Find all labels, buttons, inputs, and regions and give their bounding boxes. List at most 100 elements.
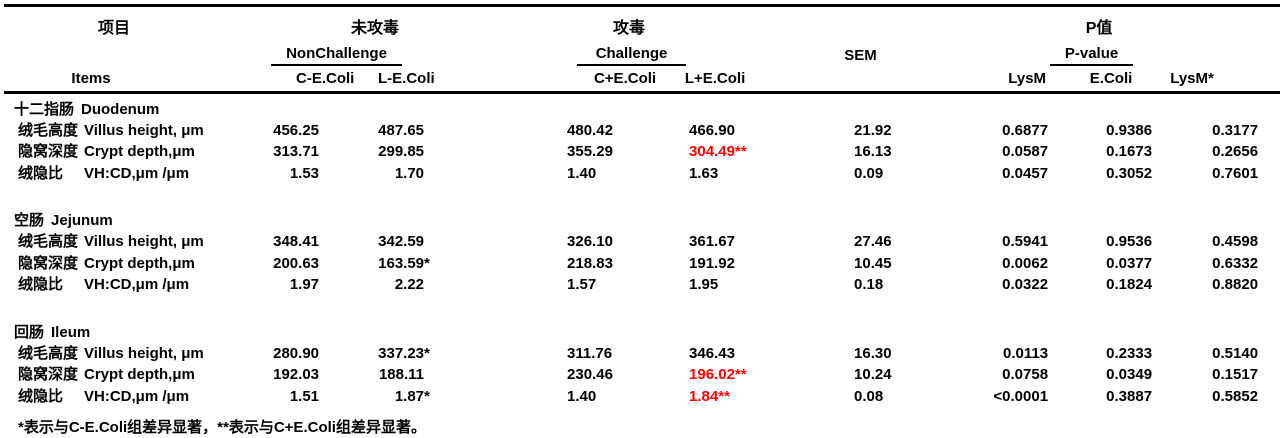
table-header: 项目 未攻毒 攻毒 P值 NonChallenge Challenge SEM … (4, 6, 1280, 93)
cell-p_lysm_interaction: 0.5140 (1212, 344, 1259, 362)
table-row: 绒毛高度 Villus height, μm 280.90 337.23* 311.76… (4, 343, 1280, 365)
cell-p_ecoli: 0.0377 (1106, 254, 1153, 272)
row-label-zh: 绒毛高度 (18, 233, 79, 250)
col-header-challenge-en: Challenge (429, 45, 774, 67)
table-row: 隐窝深度 Crypt depth,μm 192.03 188.11 230.46 196.… (4, 365, 1280, 387)
row-label-en: Villus height, μm (84, 121, 204, 139)
table-row: 绒毛高度 Villus height, μm 456.25 487.65 480.42 4… (4, 120, 1280, 142)
column-gap (429, 232, 564, 254)
cell-l_plus_ecoli: 196.02** (689, 366, 747, 383)
cell-p_ecoli: 0.9386 (1106, 121, 1153, 139)
cell-p_lysm_interaction: 0.2656 (1212, 143, 1259, 160)
cell-c_plus_ecoli: 480.42 (567, 121, 613, 139)
cell-c_plus_ecoli: 355.29 (567, 143, 613, 160)
row-label-en: VH:CD,μm /μm (84, 276, 190, 293)
row-label-zh: 隐窝深度 (18, 143, 79, 160)
cell-p_lysm: 0.0457 (1002, 164, 1049, 182)
cell-p_lysm: 0.0113 (1002, 344, 1049, 362)
section-spacer (4, 296, 1280, 317)
column-gap (429, 343, 564, 365)
cell-l_minus_ecoli: 342.59 (378, 233, 425, 250)
section-header: 十二指肠 Duodenum (4, 93, 1280, 121)
row-label-zh: 隐窝深度 (18, 254, 79, 272)
cell-p_ecoli: 0.2333 (1106, 344, 1153, 362)
header-spacer (774, 6, 899, 46)
challenge-underlined-label: Challenge (576, 46, 687, 66)
cell-p_lysm: <0.0001 (993, 387, 1049, 405)
cell-sem: 0.09 (854, 164, 884, 182)
cell-sem: 21.92 (854, 121, 892, 139)
cell-sem: 0.08 (854, 387, 884, 405)
cell-c_plus_ecoli: 311.76 (567, 344, 613, 362)
col-header-lysm-star: LysM* (1170, 69, 1214, 87)
cell-l_minus_ecoli: 1.70 (394, 164, 425, 182)
cell-c_minus_ecoli: 280.90 (273, 344, 320, 362)
cell-c_plus_ecoli: 230.46 (567, 366, 613, 383)
row-label-en: Villus height, μm (84, 233, 204, 250)
cell-sem: 10.24 (854, 366, 892, 383)
col-header-l-plus-ecoli: L+E.Coli (684, 69, 746, 87)
cell-l_plus_ecoli: 361.67 (689, 233, 735, 250)
cell-l_plus_ecoli: 1.95 (689, 276, 719, 293)
col-header-ecoli: E.Coli (1089, 69, 1133, 87)
results-table: 项目 未攻毒 攻毒 P值 NonChallenge Challenge SEM … (4, 4, 1280, 438)
column-gap (429, 163, 564, 185)
section-title-en: Duodenum (81, 100, 160, 118)
cell-p_lysm_interaction: 0.5852 (1212, 387, 1259, 405)
section-title-zh: 十二指肠 (14, 100, 75, 118)
col-header-sem: SEM (844, 46, 877, 64)
cell-p_ecoli: 0.1673 (1106, 143, 1153, 160)
cell-c_minus_ecoli: 192.03 (273, 366, 320, 383)
cell-p_lysm: 0.5941 (1002, 233, 1049, 250)
section-header: 空肠 Jejunum (4, 206, 1280, 232)
column-gap (429, 386, 564, 408)
section-header-row: 十二指肠 Duodenum (4, 93, 1280, 121)
cell-c_plus_ecoli: 326.10 (567, 233, 613, 250)
cell-c_minus_ecoli: 456.25 (273, 121, 320, 139)
col-header-c-plus-ecoli: C+E.Coli (593, 69, 657, 87)
header-spacer (429, 67, 564, 93)
section-title-en: Jejunum (51, 212, 113, 229)
pvalue-underlined-label: P-value (1049, 46, 1134, 66)
cell-l_plus_ecoli: 1.63 (689, 164, 719, 182)
cell-p_lysm: 0.0322 (1002, 276, 1049, 293)
column-gap (429, 365, 564, 387)
column-gap (429, 142, 564, 164)
cell-l_minus_ecoli: 1.87* (394, 387, 430, 405)
cell-p_lysm: 0.0062 (1002, 254, 1049, 272)
cell-p_lysm_interaction: 0.6332 (1212, 254, 1259, 272)
section-title-zh: 回肠 (14, 323, 45, 341)
row-label-en: VH:CD,μm /μm (84, 164, 190, 182)
row-label-zh: 隐窝深度 (18, 366, 79, 383)
cell-c_plus_ecoli: 1.40 (567, 387, 597, 405)
cell-c_plus_ecoli: 1.57 (567, 276, 597, 293)
cell-p_lysm: 0.0587 (1002, 143, 1049, 160)
cell-p_ecoli: 0.3052 (1106, 164, 1153, 182)
cell-c_minus_ecoli: 200.63 (273, 254, 320, 272)
footnote: *表示与C-E.Coli组差异显著，**表示与C+E.Coli组差异显著。 (18, 418, 426, 436)
cell-c_plus_ecoli: 218.83 (567, 254, 613, 272)
cell-p_lysm_interaction: 0.8820 (1212, 276, 1259, 293)
col-header-l-ecoli: L-E.Coli (378, 69, 435, 87)
cell-l_minus_ecoli: 188.11 (378, 366, 425, 383)
cell-sem: 16.13 (854, 143, 892, 160)
row-label-zh: 绒毛高度 (18, 121, 79, 139)
cell-p_lysm: 0.6877 (1002, 121, 1049, 139)
cell-sem: 0.18 (854, 276, 884, 293)
table-row: 隐窝深度 Crypt depth,μm 313.71 299.85 355.29 304.… (4, 142, 1280, 164)
row-label-en: Crypt depth,μm (84, 254, 195, 272)
cell-l_minus_ecoli: 337.23* (378, 344, 430, 362)
section-header-row: 空肠 Jejunum (4, 206, 1280, 232)
cell-l_plus_ecoli: 346.43 (689, 344, 735, 362)
row-label-en: Crypt depth,μm (84, 366, 195, 383)
cell-l_plus_ecoli: 466.90 (689, 121, 735, 139)
cell-c_minus_ecoli: 348.41 (273, 233, 320, 250)
cell-c_minus_ecoli: 1.97 (289, 276, 320, 293)
column-gap (429, 253, 564, 275)
section-spacer (4, 185, 1280, 206)
cell-c_minus_ecoli: 1.53 (289, 164, 320, 182)
cell-p_lysm_interaction: 0.4598 (1212, 233, 1259, 250)
col-header-item-zh: 项目 (98, 20, 131, 38)
header-spacer (774, 67, 899, 93)
